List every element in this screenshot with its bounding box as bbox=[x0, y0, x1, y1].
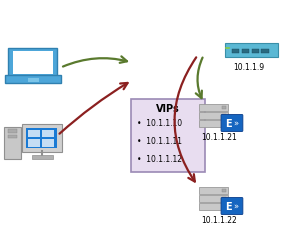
FancyBboxPatch shape bbox=[28, 78, 39, 82]
FancyBboxPatch shape bbox=[232, 50, 239, 54]
FancyBboxPatch shape bbox=[26, 129, 57, 148]
FancyBboxPatch shape bbox=[225, 44, 278, 58]
FancyBboxPatch shape bbox=[222, 206, 226, 209]
FancyBboxPatch shape bbox=[5, 76, 61, 84]
FancyBboxPatch shape bbox=[8, 49, 57, 78]
FancyBboxPatch shape bbox=[199, 187, 228, 195]
FancyBboxPatch shape bbox=[199, 203, 228, 210]
FancyBboxPatch shape bbox=[42, 130, 54, 138]
Text: »: » bbox=[233, 202, 238, 211]
FancyBboxPatch shape bbox=[28, 140, 40, 147]
Text: •  10.1.1.11: • 10.1.1.11 bbox=[136, 137, 182, 145]
FancyBboxPatch shape bbox=[199, 120, 228, 128]
FancyBboxPatch shape bbox=[130, 100, 205, 172]
FancyBboxPatch shape bbox=[32, 155, 53, 160]
Text: »: » bbox=[233, 119, 238, 128]
FancyBboxPatch shape bbox=[4, 128, 21, 159]
FancyBboxPatch shape bbox=[13, 52, 53, 75]
Text: •  10.1.1.12: • 10.1.1.12 bbox=[136, 154, 182, 164]
FancyBboxPatch shape bbox=[222, 198, 226, 201]
Text: 10.1.1.9: 10.1.1.9 bbox=[233, 63, 264, 72]
Text: E: E bbox=[226, 201, 232, 211]
FancyBboxPatch shape bbox=[242, 50, 249, 54]
Text: •  10.1.1.10: • 10.1.1.10 bbox=[136, 118, 182, 128]
Text: VIPs: VIPs bbox=[156, 103, 180, 113]
FancyBboxPatch shape bbox=[42, 140, 54, 147]
Text: 10.1.1.21: 10.1.1.21 bbox=[201, 132, 237, 141]
FancyBboxPatch shape bbox=[28, 130, 40, 138]
FancyBboxPatch shape bbox=[222, 123, 226, 126]
FancyBboxPatch shape bbox=[222, 115, 226, 118]
FancyBboxPatch shape bbox=[221, 198, 243, 215]
FancyBboxPatch shape bbox=[261, 50, 268, 54]
FancyBboxPatch shape bbox=[8, 130, 17, 133]
FancyBboxPatch shape bbox=[22, 125, 62, 152]
FancyBboxPatch shape bbox=[221, 115, 243, 132]
Text: 10.1.1.22: 10.1.1.22 bbox=[201, 215, 237, 224]
FancyBboxPatch shape bbox=[199, 195, 228, 202]
FancyBboxPatch shape bbox=[222, 190, 226, 193]
FancyBboxPatch shape bbox=[8, 135, 17, 139]
Text: E: E bbox=[226, 118, 232, 129]
FancyBboxPatch shape bbox=[199, 104, 228, 112]
FancyBboxPatch shape bbox=[222, 107, 226, 110]
FancyBboxPatch shape bbox=[199, 112, 228, 120]
FancyBboxPatch shape bbox=[251, 50, 259, 54]
